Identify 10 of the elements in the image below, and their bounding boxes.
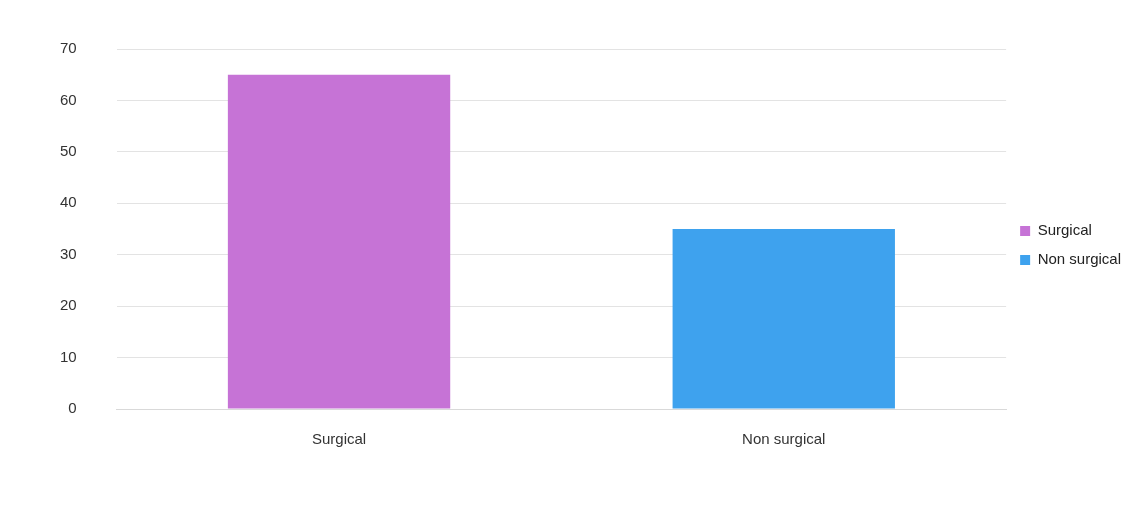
legend-label: Non surgical: [1037, 250, 1121, 268]
y-tick-label: 70: [60, 39, 77, 57]
y-tick-label: 10: [60, 347, 77, 365]
y-tick-label: 0: [68, 399, 77, 417]
y-tick-label: 50: [60, 142, 77, 159]
y-tick-label: 20: [60, 296, 77, 314]
y-tick-label: 40: [60, 193, 77, 211]
y-tick-label: 30: [60, 244, 77, 262]
legend-label: Surgical: [1037, 221, 1092, 239]
y-tick-label: 60: [60, 90, 77, 108]
